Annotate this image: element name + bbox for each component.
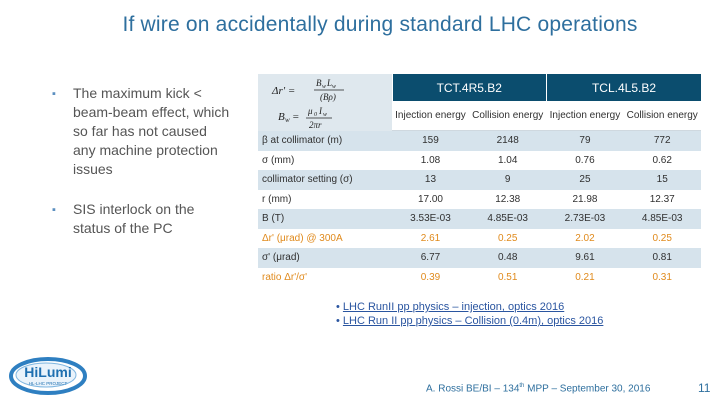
bullet-square-icon: ▪ <box>52 88 56 100</box>
sub-header: Injection energy <box>392 101 469 131</box>
svg-text:2πr: 2πr <box>309 120 322 130</box>
svg-text:B: B <box>316 78 322 88</box>
table-cell: 1.08 <box>392 150 469 170</box>
table-row: σ (mm) 1.08 1.04 0.76 0.62 <box>258 150 701 170</box>
row-label: collimator setting (σ) <box>258 170 392 190</box>
svg-text:(Bρ): (Bρ) <box>320 92 336 102</box>
reference-link-collision[interactable]: LHC Run II pp physics – Collision (0.4m)… <box>342 315 604 327</box>
footer-credit: A. Rossi BE/BI – 134th MPP – September 3… <box>426 383 650 394</box>
hilumi-logo-mark: HiLumi HL-LHC PROJECT <box>9 357 87 395</box>
row-label: r (mm) <box>258 189 392 209</box>
table-cell: 0.76 <box>546 150 624 170</box>
footer-sup: th <box>519 383 525 389</box>
table-cell: 0.51 <box>468 267 547 287</box>
svg-text:L: L <box>326 78 332 88</box>
table-cell: 0.25 <box>623 228 701 248</box>
table-row: σ' (μrad) 6.77 0.48 9.61 0.81 <box>258 248 701 268</box>
table-cell: 9.61 <box>546 248 624 268</box>
logo-subtitle: HL-LHC PROJECT <box>29 381 68 386</box>
reference-link-injection[interactable]: LHC RunII pp physics – injection, optics… <box>342 301 565 313</box>
table-cell: 21.98 <box>546 189 624 209</box>
row-label: Δr' (μrad) @ 300A <box>258 228 392 248</box>
svg-text:0: 0 <box>314 112 317 118</box>
table-cell: 17.00 <box>392 189 469 209</box>
hilumi-logo: HiLumi HL-LHC PROJECT <box>8 352 88 403</box>
table-cell: 12.37 <box>623 189 701 209</box>
group-header-tcl: TCL.4L5.B2 <box>545 74 701 101</box>
table-cell: 12.38 <box>468 189 547 209</box>
row-label: ratio Δr'/σ' <box>258 267 392 287</box>
reference-links: • LHC RunII pp physics – injection, opti… <box>336 300 603 328</box>
table-row: β at collimator (m) 159 2148 79 772 <box>258 130 701 151</box>
link-bullet-icon: • <box>336 301 343 313</box>
bullet-text: SIS interlock on the status of the PC <box>73 201 195 236</box>
link-bullet-icon: • <box>336 315 343 327</box>
table-row: collimator setting (σ) 13 9 25 15 <box>258 170 701 190</box>
bullet-text: The maximum kick < beam-beam effect, whi… <box>73 85 230 177</box>
reference-item: • LHC Run II pp physics – Collision (0.4… <box>336 314 603 328</box>
row-label: B (T) <box>258 209 392 229</box>
table-row: B (T) 3.53E-03 4.85E-03 2.73E-03 4.85E-0… <box>258 209 701 229</box>
group-header-tct: TCT.4R5.B2 <box>391 74 547 101</box>
sub-header: Collision energy <box>468 101 547 131</box>
bullet-list: ▪ The maximum kick < beam-beam effect, w… <box>52 84 232 259</box>
table-cell: 2.73E-03 <box>546 209 624 229</box>
row-label: σ' (μrad) <box>258 248 392 268</box>
logo-name: HiLumi <box>24 364 71 380</box>
table-cell: 0.39 <box>392 267 469 287</box>
bullet-item: ▪ SIS interlock on the status of the PC <box>52 200 232 238</box>
table-cell: 79 <box>546 130 624 151</box>
sub-header: Injection energy <box>546 101 624 131</box>
table-cell: 6.77 <box>392 248 469 268</box>
table-cell: 4.85E-03 <box>468 209 547 229</box>
table-cell: 15 <box>623 170 701 190</box>
svg-text:Δr' =: Δr' = <box>271 85 295 97</box>
row-label: σ (mm) <box>258 150 392 170</box>
sub-header: Collision energy <box>623 101 701 131</box>
table-cell: 0.31 <box>623 267 701 287</box>
table-cell: 159 <box>392 130 469 151</box>
row-label: β at collimator (m) <box>258 130 392 151</box>
svg-text:I: I <box>318 106 323 116</box>
table-row-highlight: ratio Δr'/σ' 0.39 0.51 0.21 0.31 <box>258 267 701 287</box>
bullet-item: ▪ The maximum kick < beam-beam effect, w… <box>52 84 232 179</box>
table-row-highlight: Δr' (μrad) @ 300A 2.61 0.25 2.02 0.25 <box>258 228 701 248</box>
bullet-square-icon: ▪ <box>52 204 56 216</box>
svg-text:w: w <box>323 112 327 118</box>
table-cell: 1.04 <box>468 150 547 170</box>
footer-author: A. Rossi BE/BI – 134 <box>426 383 520 395</box>
reference-item: • LHC RunII pp physics – injection, opti… <box>336 300 603 314</box>
table-cell: 772 <box>623 130 701 151</box>
table-sub-header-row: Injection energy Collision energy Inject… <box>258 101 701 131</box>
table-cell: 0.25 <box>468 228 547 248</box>
table-cell: 0.81 <box>623 248 701 268</box>
table-cell: 2.61 <box>392 228 469 248</box>
slide-title: If wire on accidentally during standard … <box>122 13 638 36</box>
table-cell: 3.53E-03 <box>392 209 469 229</box>
table-cell: 9 <box>468 170 547 190</box>
svg-text:B: B <box>278 111 285 123</box>
table-cell: 0.21 <box>546 267 624 287</box>
page-number: 11 <box>698 381 711 395</box>
svg-text:w: w <box>322 84 326 90</box>
table-cell: 4.85E-03 <box>623 209 701 229</box>
table-cell: 25 <box>546 170 624 190</box>
table-cell: 2.02 <box>546 228 624 248</box>
svg-text:w: w <box>332 84 336 90</box>
table-cell: 0.62 <box>623 150 701 170</box>
svg-text:w: w <box>285 116 290 124</box>
svg-text:=: = <box>292 111 299 123</box>
svg-text:μ: μ <box>307 106 313 116</box>
table-cell: 13 <box>392 170 469 190</box>
footer-rest: MPP – September 30, 2016 <box>524 383 651 395</box>
table-row: r (mm) 17.00 12.38 21.98 12.37 <box>258 189 701 209</box>
table-cell: 2148 <box>468 130 547 151</box>
table-cell: 0.48 <box>468 248 547 268</box>
